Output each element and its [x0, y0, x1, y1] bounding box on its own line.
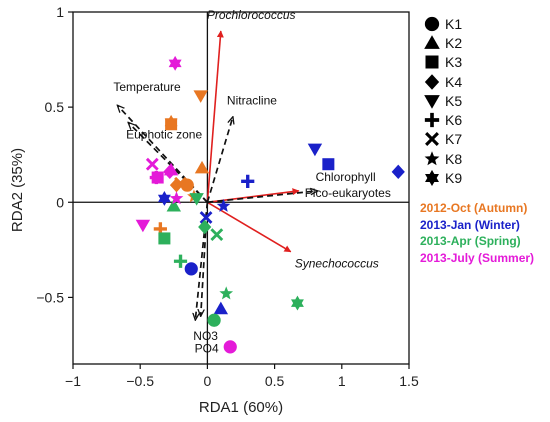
legend-station-k9: K9 — [423, 168, 550, 187]
legend-season-label: 2013-July (Summer) — [420, 250, 535, 265]
x-tick-label: 1.5 — [399, 373, 419, 389]
season-legend: 2012-Oct (Autumn) 2013-Jan (Winter) 2013-A… — [420, 200, 550, 266]
point-k3-series-2 — [158, 232, 171, 245]
sample-points — [135, 55, 405, 354]
legend-station-k8: K8 — [423, 149, 550, 168]
x-axis-label: RDA1 (60%) — [199, 399, 283, 416]
point-k1-series-2 — [207, 313, 221, 327]
cross-marker-icon — [423, 131, 441, 147]
arrow-label-prochlorococcus: Prochlorococcus — [207, 8, 296, 22]
point-k7-series-1 — [199, 211, 213, 224]
point-k8-series-1 — [216, 198, 231, 212]
triangle-down-marker-icon — [423, 93, 441, 109]
station-legend: K1 K2 K3 K4 K5 K6 K7 K8 K9 — [423, 14, 550, 188]
legend-station-k1: K1 — [423, 14, 550, 33]
point-k9-series-1 — [157, 191, 171, 206]
point-k1-series-3 — [223, 340, 237, 354]
x-axis-ticks: −1 −0.5 0 0.5 1 1.5 — [65, 364, 419, 389]
point-k9-series-3 — [168, 55, 182, 71]
arrow-chlorophyll — [207, 191, 317, 204]
point-k4-series-3 — [163, 164, 177, 180]
arrow-label-nitracline: Nitracline — [227, 94, 277, 108]
point-k2-series-2 — [166, 198, 181, 212]
arrow-label-pico-eukaryotes: Pico-eukaryotes — [305, 186, 391, 200]
point-k3-series-1 — [322, 158, 335, 171]
legend-station-label: K7 — [445, 131, 463, 148]
arrow-euphotic-zone — [128, 122, 209, 203]
point-k7-series-3 — [145, 157, 159, 171]
arrow-temperature — [117, 105, 209, 203]
legend-station-label: K3 — [445, 54, 463, 71]
x-tick-label: −1 — [65, 373, 81, 389]
arrow-po4 — [201, 202, 209, 316]
arrow-label-po4: PO4 — [195, 341, 219, 355]
legend-station-label: K5 — [445, 92, 463, 109]
legend-station-k6: K6 — [423, 110, 550, 129]
star6-marker-icon — [423, 170, 441, 187]
point-k2-series-1 — [213, 301, 229, 315]
legend-station-k7: K7 — [423, 130, 550, 149]
arrow-label-no3: NO3 — [193, 329, 218, 343]
plot-frame — [72, 11, 410, 365]
point-k2-series-0 — [194, 160, 210, 174]
triangle-up-marker-icon — [423, 35, 441, 51]
legend-station-k5: K5 — [423, 91, 550, 110]
legend-station-k3: K3 — [423, 53, 550, 72]
point-k5-series-1 — [307, 143, 323, 157]
biplot-arrows — [117, 30, 317, 320]
arrow-label-synechococcus: Synechococcus — [295, 257, 379, 271]
arrow-label-euphotic-zone: Euphotic zone — [126, 127, 202, 141]
legend-station-k2: K2 — [423, 33, 550, 52]
point-k7-series-2 — [210, 228, 224, 242]
y-tick-label: 1 — [56, 4, 64, 20]
circle-marker-icon — [423, 16, 441, 32]
biplot-arrow-labels: Prochlorococcus Synechococcus Pico-eukaryo… — [113, 8, 390, 355]
diamond-marker-icon — [423, 73, 441, 90]
point-k5-series-3 — [135, 219, 151, 233]
legend-station-label: K4 — [445, 73, 463, 90]
point-k1-series-1 — [184, 262, 198, 276]
point-k5-series-0 — [193, 90, 208, 103]
point-k9-series-2 — [291, 295, 304, 311]
x-tick-label: 0.5 — [265, 373, 285, 389]
star5-marker-icon — [423, 150, 441, 167]
legend-season-label: 2013-Apr (Spring) — [420, 234, 521, 248]
point-k6-series-2 — [173, 254, 188, 268]
point-k7-series-0 — [174, 176, 187, 190]
point-k6-series-3 — [149, 170, 163, 185]
zero-lines — [73, 12, 409, 364]
legend-station-k4: K4 — [423, 72, 550, 91]
legend-season-label: 2013-Jan (Winter) — [420, 217, 520, 232]
arrow-nitracline — [206, 117, 233, 203]
y-tick-label: −0.5 — [36, 289, 64, 305]
point-k5-series-2 — [189, 193, 204, 206]
arrow-prochlorococcus — [206, 30, 224, 203]
legend-station-label: K1 — [445, 15, 463, 32]
point-k4-series-1 — [391, 164, 405, 180]
point-k6-series-1 — [241, 174, 255, 188]
legend-station-label: K2 — [445, 34, 463, 51]
y-axis-ticks: 1 0.5 0 −0.5 — [36, 4, 73, 305]
x-tick-label: 0 — [204, 373, 212, 389]
y-axis-label: RDA2 (35%) — [9, 148, 26, 232]
arrow-label-chlorophyll: Chlorophyll — [316, 170, 376, 184]
y-tick-label: 0 — [56, 194, 64, 210]
point-k8-series-2 — [219, 286, 234, 300]
legend-station-label: K6 — [445, 112, 463, 129]
point-k4-series-2 — [198, 219, 212, 235]
x-tick-label: −0.5 — [126, 373, 154, 389]
legend-station-label: K9 — [445, 170, 463, 187]
x-tick-label: 1 — [338, 373, 346, 389]
plus-marker-icon — [423, 112, 441, 128]
point-k8-series-3 — [169, 191, 184, 205]
y-tick-label: 0.5 — [45, 99, 65, 115]
legend-season-label: 2012-Oct (Autumn) — [420, 201, 528, 215]
legend-station-label: K8 — [445, 150, 463, 167]
point-k9-series-0 — [164, 114, 178, 130]
square-marker-icon — [423, 54, 441, 70]
arrow-label-temperature: Temperature — [113, 80, 181, 94]
